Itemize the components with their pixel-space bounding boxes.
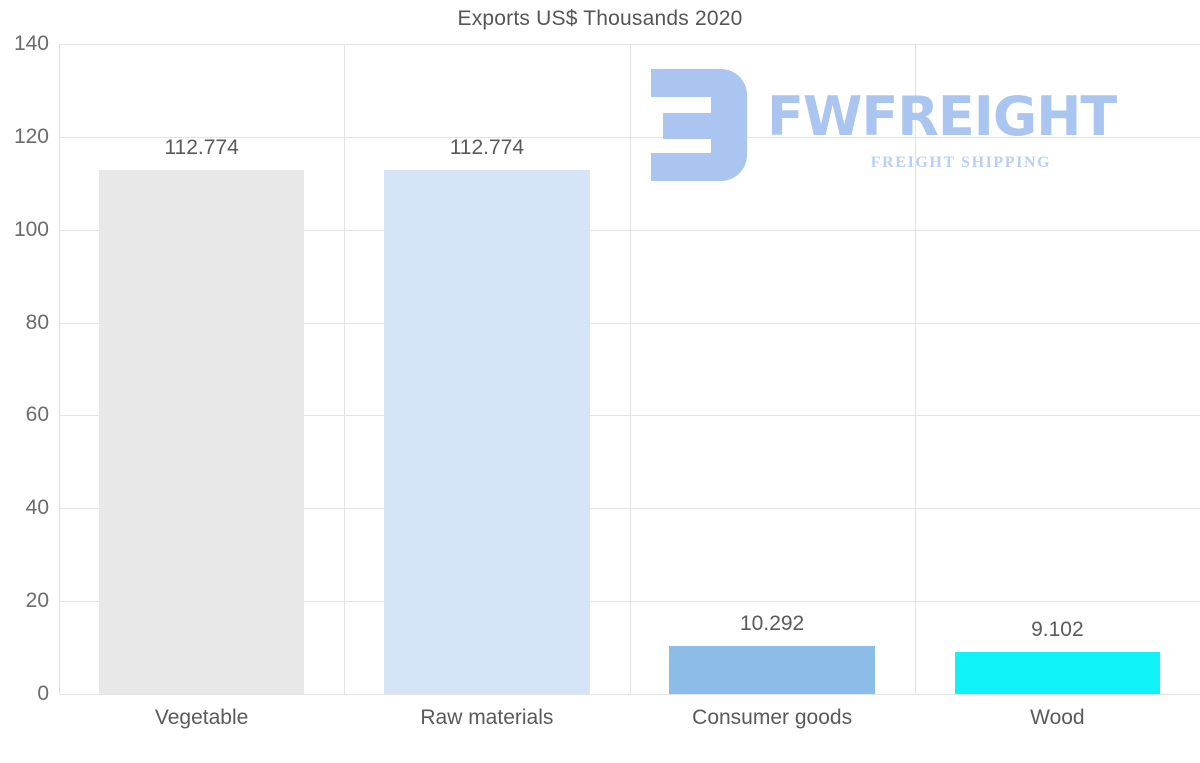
bar[interactable] [98, 170, 305, 694]
gridline-horizontal [59, 323, 1200, 324]
gridline-horizontal [59, 137, 1200, 138]
gridline-horizontal [59, 230, 1200, 231]
y-axis-tick-label: 80 [25, 310, 49, 334]
bar-value-label: 112.774 [449, 136, 525, 160]
x-axis-category-label: Consumer goods [692, 706, 853, 729]
gridline-horizontal [59, 415, 1200, 416]
bar-value-label: 10.292 [740, 612, 805, 636]
y-axis-tick-label: 60 [25, 403, 49, 427]
y-axis-tick-label: 140 [13, 32, 49, 55]
plot-area [59, 44, 1200, 695]
gridline-vertical [630, 44, 631, 694]
gridline-vertical [915, 44, 916, 694]
gridline-horizontal [59, 601, 1200, 602]
bar-value-label: 112.774 [164, 136, 239, 160]
y-axis-tick-label: 20 [25, 589, 49, 613]
bar-value-label: 9.102 [1031, 617, 1084, 641]
chart-title: Exports US$ Thousands 2020 [457, 7, 743, 30]
gridline-horizontal [59, 508, 1200, 509]
y-axis-tick-label: 0 [37, 682, 49, 705]
y-axis-tick-label: 120 [13, 124, 49, 148]
gridline-vertical [344, 44, 345, 694]
x-axis-category-label: Wood [1030, 706, 1085, 729]
gridline-horizontal [59, 44, 1200, 45]
x-axis-category-label: Raw materials [420, 706, 554, 729]
x-axis-category-label: Vegetable [154, 706, 249, 729]
gridline-horizontal [59, 694, 1200, 695]
y-axis-tick-label: 100 [13, 217, 49, 241]
bar[interactable] [669, 646, 875, 694]
y-axis-tick-label: 40 [25, 496, 49, 520]
bar[interactable] [954, 651, 1161, 694]
bar[interactable] [384, 170, 590, 694]
y-axis-line [59, 44, 60, 694]
